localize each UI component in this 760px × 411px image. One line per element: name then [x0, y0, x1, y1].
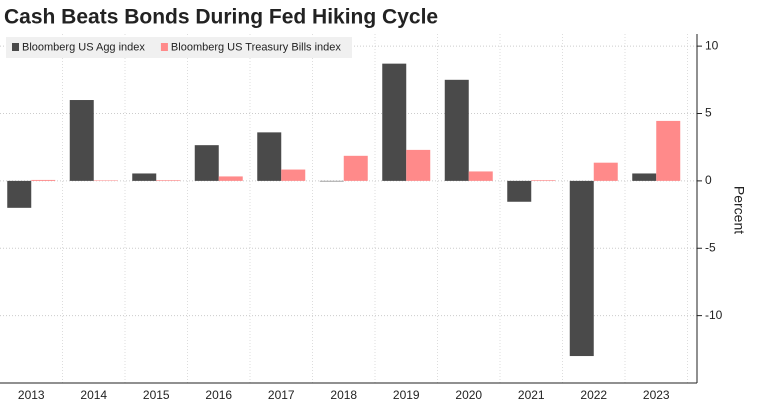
x-tick-label: 2023 [643, 388, 670, 402]
y-tick-label: 10 [705, 38, 719, 52]
bar [69, 100, 94, 181]
x-tick-label: 2013 [18, 388, 45, 402]
bar [257, 132, 282, 181]
x-tick-label: 2020 [455, 388, 482, 402]
bar [632, 173, 657, 181]
bar [156, 180, 181, 181]
x-tick-label: 2021 [518, 388, 545, 402]
chart-title: Cash Beats Bonds During Fed Hiking Cycle [4, 6, 438, 29]
bar [31, 179, 56, 181]
x-tick-label: 2017 [268, 388, 295, 402]
y-tick-label: 0 [705, 173, 712, 187]
bar [382, 63, 407, 181]
bar [593, 162, 618, 181]
bar [93, 180, 118, 181]
bar [132, 173, 157, 181]
bar [468, 171, 493, 181]
bar [218, 176, 243, 181]
bar [656, 120, 681, 181]
x-tick-label: 2014 [80, 388, 107, 402]
bar [531, 180, 556, 181]
y-tick-label: -5 [705, 240, 716, 254]
bar [7, 180, 32, 208]
y-tick-label: -10 [705, 308, 723, 322]
legend-swatch [12, 43, 19, 51]
bar [281, 169, 306, 181]
legend-label: Bloomberg US Treasury Bills index [171, 41, 341, 53]
legend-box [6, 37, 352, 58]
x-tick-label: 2015 [143, 388, 170, 402]
bar [343, 155, 368, 181]
x-tick-label: 2022 [580, 388, 607, 402]
x-tick-label: 2018 [330, 388, 357, 402]
bar [319, 180, 344, 182]
y-tick-label: 5 [705, 106, 712, 120]
bar [507, 180, 532, 202]
bar [444, 79, 469, 181]
y-axis-label: Percent [731, 186, 747, 234]
bar [569, 180, 594, 357]
x-tick-label: 2016 [205, 388, 232, 402]
x-tick-label: 2019 [393, 388, 420, 402]
bar [194, 145, 219, 181]
bar [406, 149, 431, 181]
legend-label: Bloomberg US Agg index [22, 41, 145, 53]
legend-swatch [160, 43, 168, 51]
